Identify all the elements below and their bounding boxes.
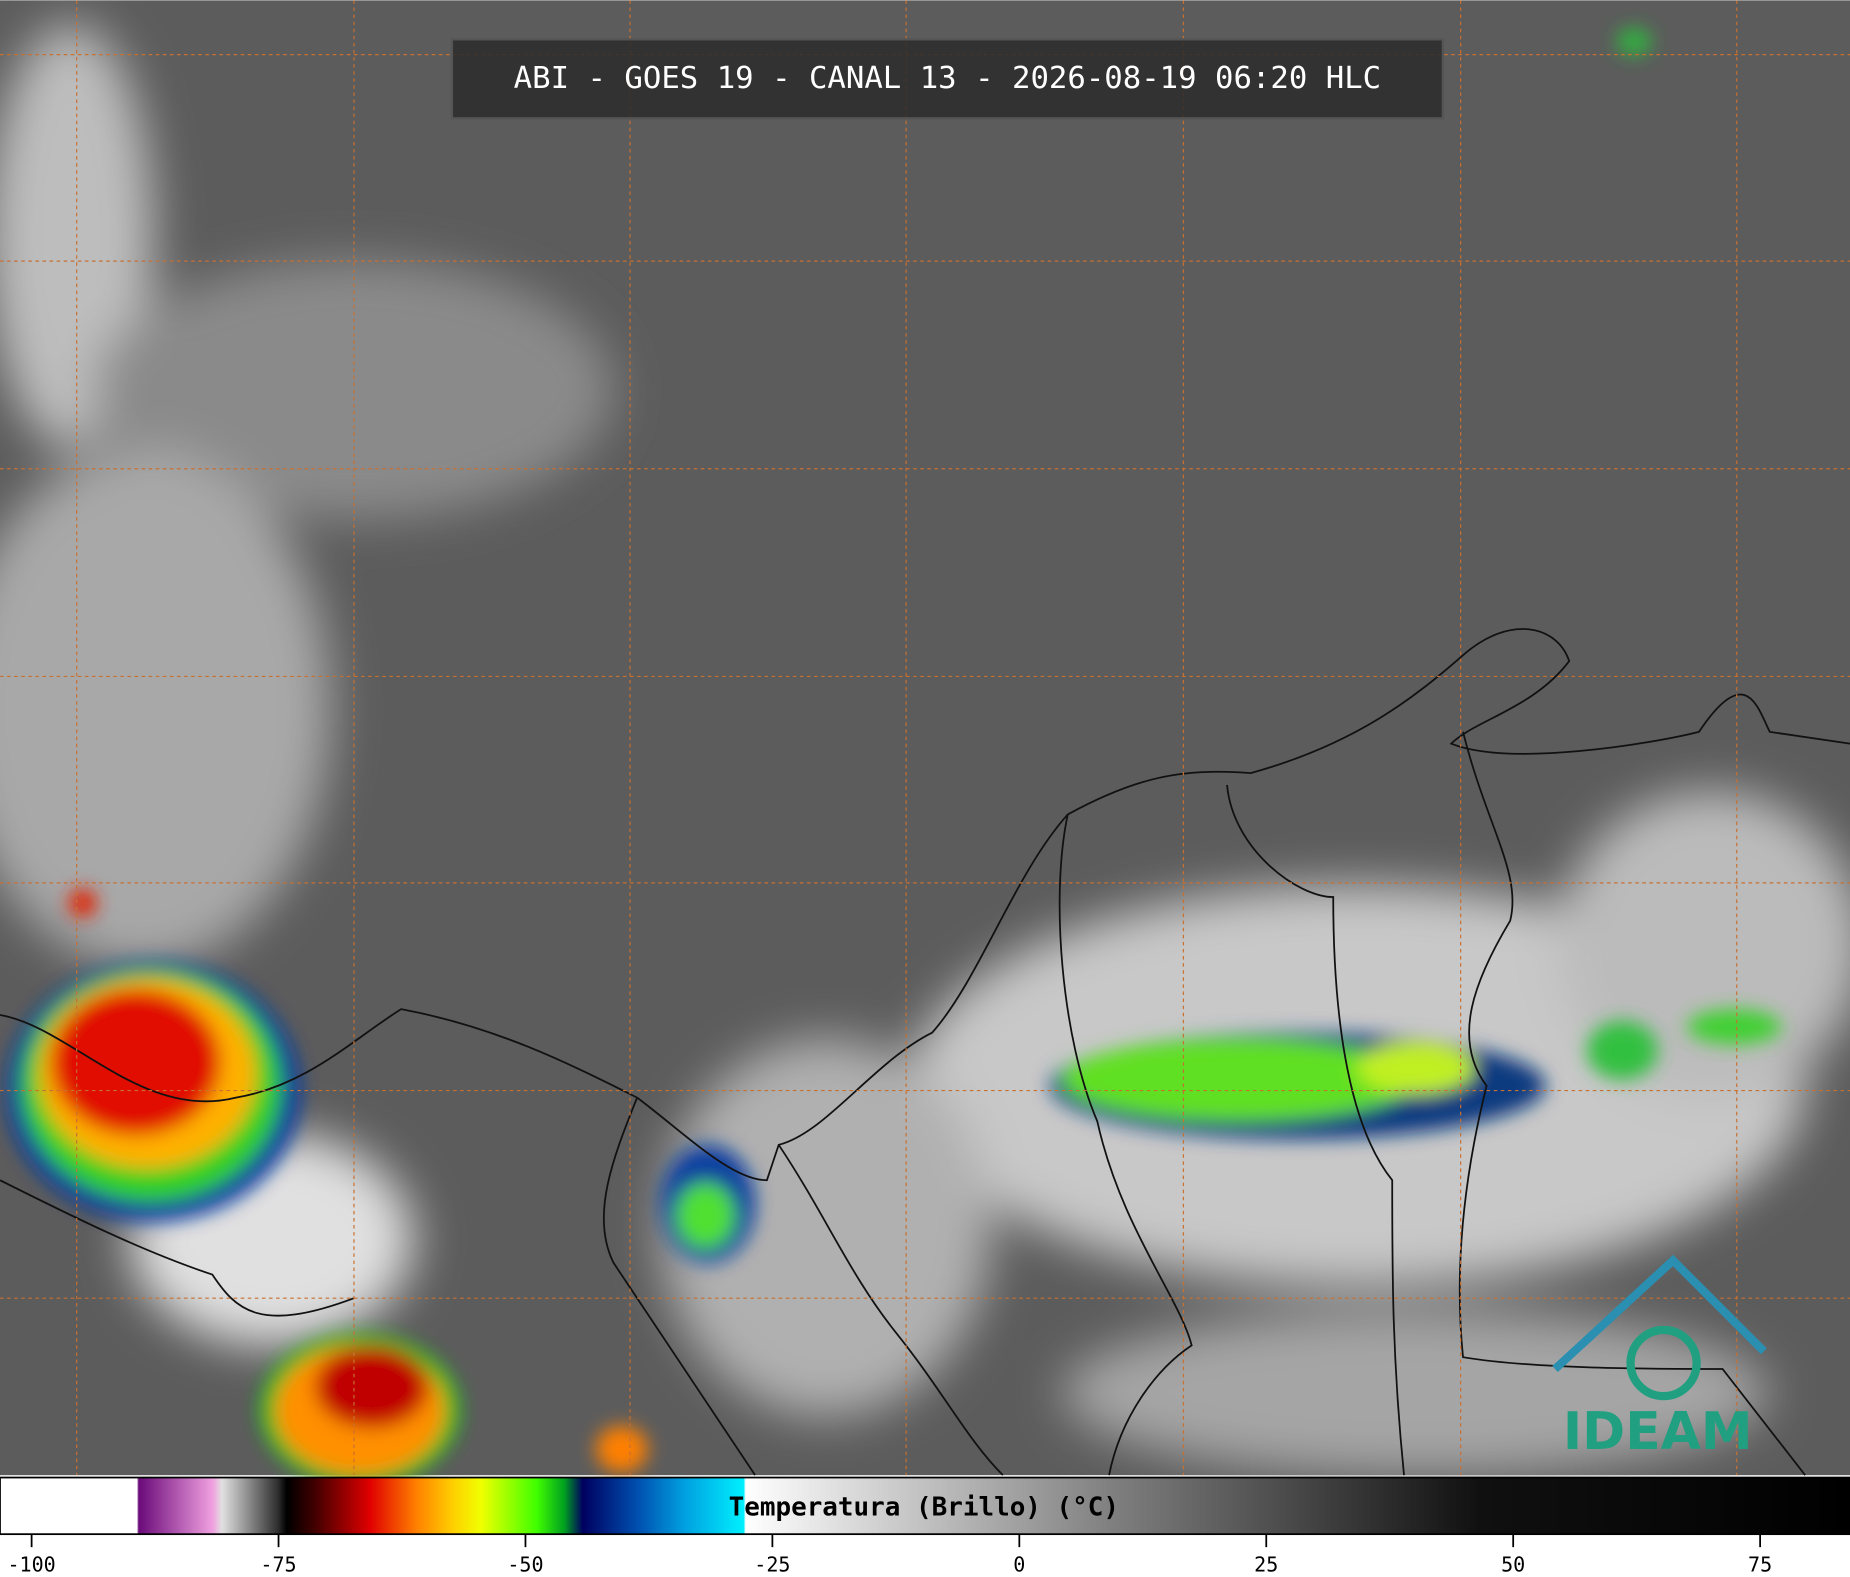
colorbar-tick-label: 25 — [1254, 1553, 1278, 1577]
colorbar-tick-label: -75 — [260, 1553, 296, 1577]
colorbar-tick-label: -50 — [507, 1553, 543, 1577]
graticule — [0, 0, 1850, 1476]
colorbar-tick-label: 0 — [1013, 1553, 1025, 1577]
logo-text: IDEAM — [1563, 1402, 1753, 1462]
colorbar — [0, 1476, 1850, 1536]
title-box — [450, 38, 1445, 120]
colorbar-tick-label: 75 — [1748, 1553, 1772, 1577]
colorbar-tick-label: -25 — [754, 1553, 790, 1577]
logo-swirl — [1626, 1325, 1701, 1401]
coastlines — [0, 628, 1850, 1476]
colorbar-tick-label: 50 — [1501, 1553, 1525, 1577]
colorbar-tick-label: -100 — [7, 1553, 55, 1577]
colorbar-label: Temperatura (Brillo) (°C) — [729, 1493, 1119, 1523]
title: ABI - GOES 19 - CANAL 13 - 2026-08-19 06… — [514, 61, 1381, 96]
logo-roof — [1552, 1254, 1767, 1373]
colorbar-axis: -100 -75 -50 -25 0 25 50 75 — [7, 1534, 1772, 1577]
